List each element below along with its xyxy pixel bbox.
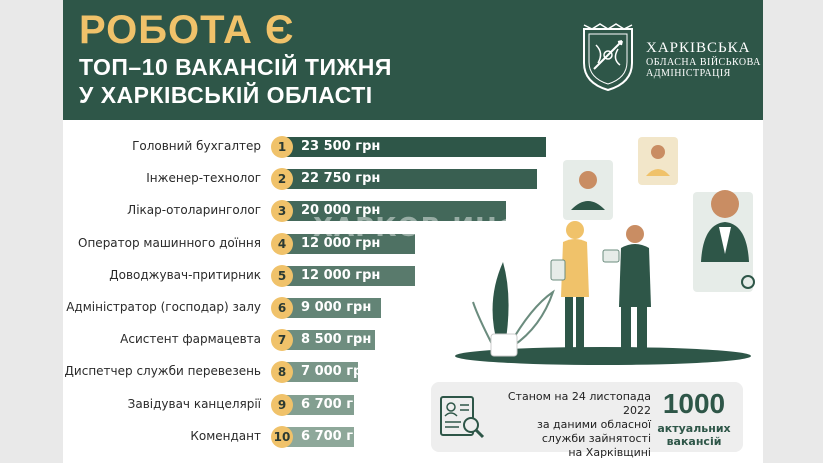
- salary-value: 22 750 грн: [301, 171, 381, 187]
- admin-name-line3: АДМІНІСТРАЦІЯ: [646, 68, 731, 79]
- vacancy-count-label-line2: вакансій: [666, 435, 722, 448]
- info-line4: на Харківщині: [568, 446, 651, 459]
- vacancy-count: 1000: [662, 388, 726, 419]
- vacancy-title: Диспетчер служби перевезень: [64, 364, 261, 379]
- info-text: Станом на 24 листопада 2022 за даними об…: [491, 390, 651, 460]
- rank-badge: 5: [271, 264, 293, 287]
- vacancy-row: Лікар-отоларинголог 3 20 000 грн: [63, 200, 763, 223]
- vacancy-row: Головний бухгалтер 1 23 500 грн: [63, 136, 763, 158]
- vacancy-title: Комендант: [190, 428, 261, 443]
- resume-search-icon: [440, 396, 485, 439]
- salary-bar: [278, 426, 354, 447]
- rank-badge: 1: [271, 136, 293, 158]
- vacancy-count-label: актуальних вакансій: [655, 422, 733, 448]
- rank-badge: 7: [271, 329, 293, 352]
- header-banner: РОБОТА Є ТОП–10 ВАКАНСІЙ ТИЖНЯ У ХАРКІВС…: [63, 0, 763, 120]
- vacancy-row: Інженер-технолог 2 22 750 грн: [63, 168, 763, 191]
- administration-name: ХАРКІВСЬКА ОБЛАСНА ВІЙСЬКОВА АДМІНІСТРАЦ…: [646, 40, 761, 79]
- kharkiv-coat-of-arms-icon: [583, 23, 633, 92]
- vacancy-row: Оператор машинного доїння 4 12 000 грн: [63, 232, 763, 255]
- rank-badge: 3: [271, 200, 293, 223]
- salary-bar: [278, 137, 546, 157]
- salary-bar: [278, 201, 506, 222]
- info-box: Станом на 24 листопада 2022 за даними об…: [431, 382, 743, 459]
- vacancy-row: Завідувач канцелярії 9 6 700 грн: [63, 393, 763, 416]
- salary-value: 7 000 грн: [301, 364, 372, 380]
- vacancy-row: Диспетчер служби перевезень 8 7 000 грн: [63, 361, 763, 384]
- vacancy-title: Інженер-технолог: [146, 171, 261, 186]
- vacancy-title: Оператор машинного доїння: [78, 235, 261, 250]
- infographic: РОБОТА Є ТОП–10 ВАКАНСІЙ ТИЖНЯ У ХАРКІВС…: [63, 0, 763, 463]
- vacancy-row: Адміністратор (господар) залу 6 9 000 грн: [63, 297, 763, 319]
- rank-badge: 9: [271, 393, 293, 416]
- info-line2: за даними обласної: [536, 418, 651, 431]
- salary-value: 9 000 грн: [301, 300, 372, 315]
- vacancy-title: Лікар-отоларинголог: [127, 203, 261, 218]
- rank-badge: 4: [271, 232, 293, 255]
- vacancy-row: Асистент фармацевта 7 8 500 грн: [63, 329, 763, 352]
- vacancy-title: Головний бухгалтер: [132, 139, 261, 153]
- vacancy-row: Доводжувач-притирник 5 12 000 грн: [63, 264, 763, 287]
- salary-bar: [278, 330, 375, 351]
- salary-value: 12 000 грн: [301, 267, 381, 283]
- salary-bar: [278, 362, 358, 383]
- salary-value: 23 500 грн: [301, 139, 381, 154]
- office-people-illustration: [455, 137, 755, 365]
- salary-bar: [278, 233, 415, 254]
- info-line3: служби зайнятості: [541, 432, 651, 445]
- page-subtitle-line2: У ХАРКІВСЬКІЙ ОБЛАСТІ: [79, 82, 373, 108]
- vacancy-title: Доводжувач-притирник: [109, 267, 261, 282]
- page-subtitle-line1: ТОП–10 ВАКАНСІЙ ТИЖНЯ: [79, 54, 392, 80]
- salary-value: 8 500 грн: [301, 332, 372, 348]
- vacancy-count-label-line1: актуальних: [657, 422, 731, 435]
- rank-badge: 2: [271, 168, 293, 191]
- vacancy-row: Комендант 10 6 700 грн: [63, 425, 763, 448]
- salary-bar: [278, 298, 381, 318]
- salary-value: 20 000 грн: [301, 203, 381, 219]
- info-line1: Станом на 24 листопада 2022: [507, 390, 651, 417]
- salary-value: 12 000 грн: [301, 235, 381, 251]
- page-title: РОБОТА Є: [79, 8, 295, 52]
- salary-value: 6 700 грн: [301, 396, 372, 412]
- vacancy-title: Адміністратор (господар) залу: [66, 300, 261, 314]
- salary-bar: [278, 265, 415, 286]
- rank-badge: 8: [271, 361, 293, 384]
- admin-name-line2: ОБЛАСНА ВІЙСЬКОВА: [646, 57, 761, 68]
- salary-value: 6 700 грн: [301, 428, 372, 444]
- watermark: ХАРКОВ.ИНФО: [313, 213, 548, 243]
- salary-bar: [278, 394, 354, 415]
- admin-name-line1: ХАРКІВСЬКА: [646, 40, 751, 56]
- rank-badge: 10: [271, 425, 293, 448]
- rank-badge: 6: [271, 297, 293, 319]
- vacancy-title: Завідувач канцелярії: [127, 396, 261, 411]
- salary-bar: [278, 169, 537, 190]
- vacancy-title: Асистент фармацевта: [120, 332, 261, 347]
